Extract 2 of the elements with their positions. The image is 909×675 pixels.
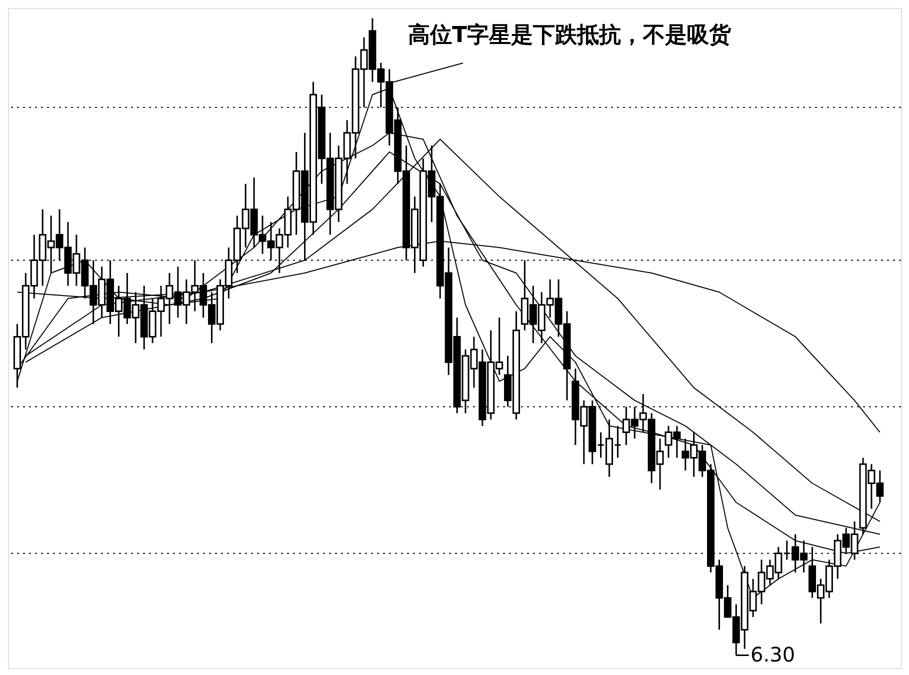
annotation: 6.30 xyxy=(750,642,796,666)
annotation: 高位T字星是下跌抵抗，不是吸货 xyxy=(408,22,732,48)
